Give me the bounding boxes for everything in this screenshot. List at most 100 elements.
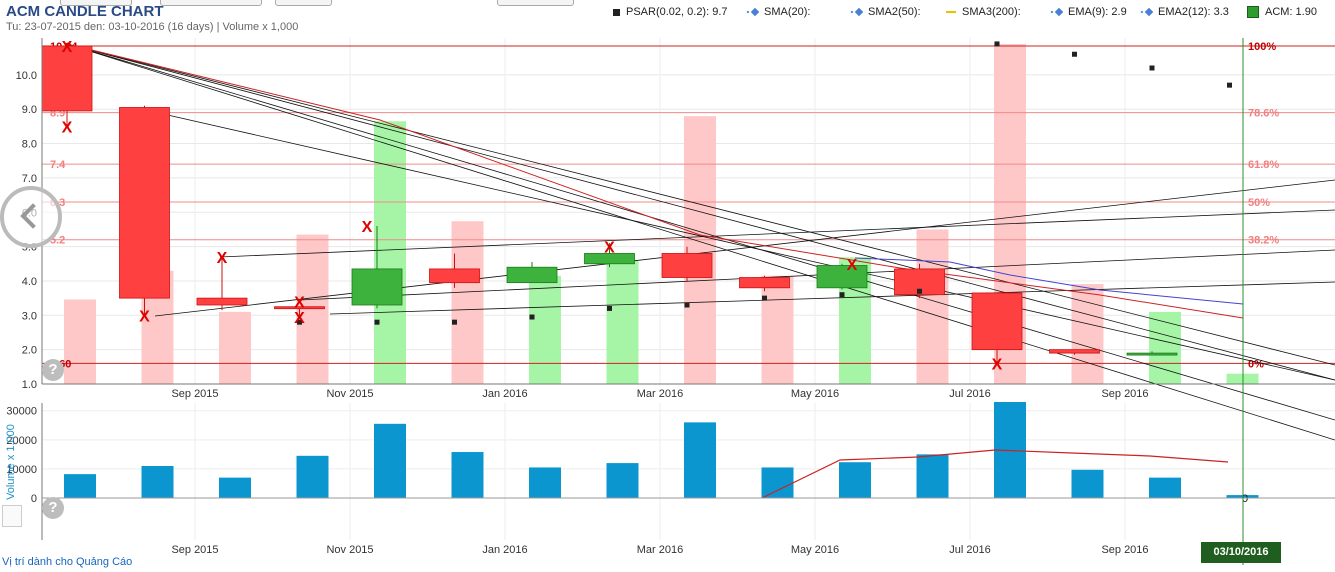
psar-dot bbox=[374, 319, 380, 325]
y-tick-label: 4.0 bbox=[22, 276, 37, 288]
legend-item[interactable]: EMA(9): 2.9 bbox=[1054, 6, 1127, 18]
trendline bbox=[329, 281, 1335, 315]
legend-item[interactable]: EMA2(12): 3.3 bbox=[1144, 6, 1229, 18]
x-tick-label: Jan 2016 bbox=[482, 388, 527, 400]
volume-shadow-bar bbox=[374, 121, 406, 384]
help-icon[interactable]: ? bbox=[42, 359, 64, 381]
x-tick-label: Mar 2016 bbox=[637, 544, 683, 556]
candle-body bbox=[584, 253, 635, 265]
help-icon[interactable]: ? bbox=[42, 497, 64, 519]
trendline bbox=[66, 43, 1335, 381]
legend-marker-icon bbox=[946, 11, 956, 14]
toolbar-button[interactable] bbox=[275, 0, 332, 6]
volume-shadow-bar bbox=[1071, 284, 1104, 384]
psar-dot bbox=[994, 41, 1000, 47]
psar-dot bbox=[1227, 82, 1232, 88]
fib-label-right: 78.6% bbox=[1248, 108, 1279, 120]
legend-label: PSAR(0.02, 0.2): 9.7 bbox=[626, 6, 728, 18]
trendline bbox=[66, 43, 1335, 441]
x-tick-label: Sep 2016 bbox=[1101, 544, 1148, 556]
legend-marker-icon bbox=[1247, 6, 1259, 19]
legend-item[interactable]: PSAR(0.02, 0.2): 9.7 bbox=[613, 6, 728, 18]
legend-label: EMA2(12): 3.3 bbox=[1158, 6, 1229, 18]
volume-bar bbox=[451, 452, 484, 498]
volume-shadow-bar bbox=[296, 234, 329, 384]
x-marker: X bbox=[992, 356, 1003, 373]
legend-label: EMA(9): 2.9 bbox=[1068, 6, 1127, 18]
psar-dot bbox=[607, 305, 612, 311]
candle-body bbox=[274, 306, 325, 310]
volume-bar bbox=[839, 462, 871, 498]
candle-body bbox=[196, 297, 248, 306]
x-tick-label: Jul 2016 bbox=[949, 544, 991, 556]
legend-item[interactable]: SMA3(200): bbox=[946, 6, 1021, 18]
x-marker: X bbox=[62, 39, 73, 56]
volume-bar bbox=[64, 474, 96, 498]
volume-shadow-bar bbox=[684, 116, 716, 384]
x-tick-label: Sep 2015 bbox=[171, 388, 218, 400]
volume-shadow-bar bbox=[451, 221, 484, 384]
scroll-left-button[interactable] bbox=[0, 186, 62, 248]
y-tick-label: 10.0 bbox=[16, 70, 37, 82]
ema-line bbox=[854, 257, 1244, 305]
legend-item[interactable]: SMA(20): bbox=[750, 6, 810, 18]
y-tick-label: 9.0 bbox=[22, 104, 37, 116]
date-badge: 03/10/2016 bbox=[1201, 542, 1281, 563]
y-tick-label: 8.0 bbox=[22, 139, 37, 151]
x-marker: X bbox=[362, 219, 373, 236]
y-tick-label: 20000 bbox=[6, 435, 37, 447]
fib-label-right: 100% bbox=[1248, 41, 1276, 53]
x-marker: X bbox=[217, 250, 228, 267]
candle-body bbox=[816, 265, 868, 289]
volume-shadow-bar bbox=[1149, 311, 1181, 384]
volume-shadow-bar bbox=[916, 229, 949, 384]
y-tick-label: 2.0 bbox=[22, 345, 37, 357]
image-icon[interactable] bbox=[2, 505, 22, 527]
chart-subtitle: Tu: 23-07-2015 den: 03-10-2016 (16 days)… bbox=[6, 21, 299, 33]
volume-shadow-bar bbox=[529, 275, 561, 384]
legend-item[interactable]: ACM: 1.90 bbox=[1247, 6, 1317, 19]
x-marker: X bbox=[294, 310, 305, 327]
volume-bar bbox=[916, 454, 949, 498]
volume-axis-label: Volume x 1,000 bbox=[5, 424, 17, 500]
x-marker: X bbox=[62, 119, 73, 136]
volume-bar bbox=[141, 466, 174, 498]
x-marker: X bbox=[604, 240, 615, 257]
legend-label: ACM: 1.90 bbox=[1265, 6, 1317, 18]
candle-body bbox=[971, 292, 1023, 351]
sma-line bbox=[66, 43, 1244, 319]
volume-bars: 0 bbox=[64, 44, 1259, 505]
fib-label-left: 7.4 bbox=[50, 159, 66, 171]
y-tick-label: 30000 bbox=[6, 406, 37, 418]
legend-item[interactable]: SMA2(50): bbox=[854, 6, 921, 18]
psar-dot bbox=[762, 295, 767, 301]
x-tick-label: May 2016 bbox=[791, 388, 839, 400]
toolbar-button[interactable] bbox=[497, 0, 574, 6]
volume-shadow-bar bbox=[64, 299, 96, 384]
volume-bar bbox=[684, 422, 716, 498]
fib-label-right: 61.8% bbox=[1248, 159, 1279, 171]
toolbar-button[interactable] bbox=[60, 0, 132, 6]
psar-dot bbox=[1072, 51, 1077, 57]
ad-placeholder[interactable]: Vị trí dành cho Quảng Cáo bbox=[2, 556, 133, 568]
x-marker: X bbox=[847, 257, 858, 274]
toolbar-button[interactable] bbox=[160, 0, 262, 6]
candle-body bbox=[429, 268, 480, 284]
psar-dots bbox=[297, 41, 1232, 325]
volume-bar bbox=[1149, 477, 1181, 498]
volume-shadow-bar bbox=[606, 260, 639, 384]
volume-bar bbox=[296, 455, 329, 498]
psar-dot bbox=[917, 288, 922, 294]
x-marker: X bbox=[294, 295, 305, 312]
y-tick-label: 3.0 bbox=[22, 310, 37, 322]
legend-label: SMA2(50): bbox=[868, 6, 921, 18]
trendline bbox=[66, 43, 1335, 421]
volume-bar bbox=[606, 463, 639, 498]
x-tick-label: Jul 2016 bbox=[949, 388, 991, 400]
volume-shadow-bar bbox=[761, 275, 794, 384]
x-tick-label: Mar 2016 bbox=[637, 388, 683, 400]
x-tick-label: Sep 2016 bbox=[1101, 388, 1148, 400]
